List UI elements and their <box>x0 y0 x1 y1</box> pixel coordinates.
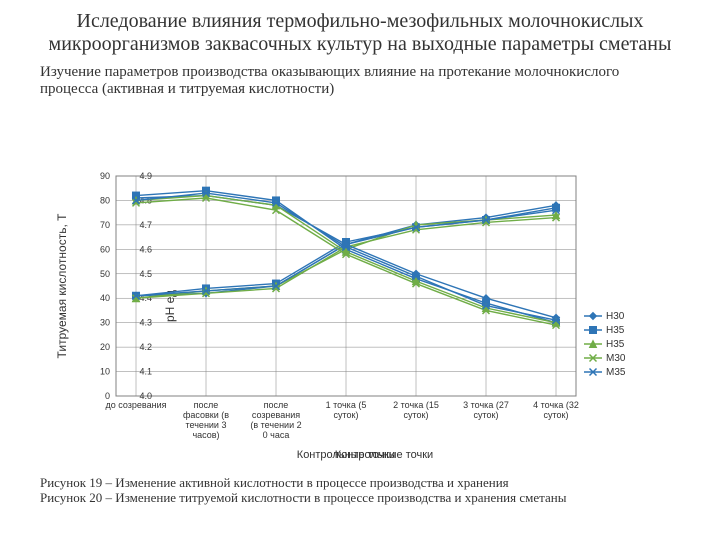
svg-text:20: 20 <box>100 342 110 352</box>
svg-text:до созревания: до созревания <box>106 400 167 410</box>
svg-text:часов): часов) <box>192 430 219 440</box>
svg-text:Н35: Н35 <box>606 339 625 350</box>
svg-text:суток): суток) <box>544 410 569 420</box>
svg-text:4.7: 4.7 <box>139 220 152 230</box>
slide: { "title_text": "Иследование влияния тер… <box>0 0 720 540</box>
svg-text:Контрольные точки: Контрольные точки <box>335 449 433 461</box>
chart-area: 01020304050607080904.04.14.24.34.44.54.6… <box>40 170 680 450</box>
svg-text:10: 10 <box>100 367 110 377</box>
svg-text:после: после <box>194 400 219 410</box>
svg-text:60: 60 <box>100 244 110 254</box>
svg-text:50: 50 <box>100 269 110 279</box>
svg-text:созревания: созревания <box>252 410 300 420</box>
svg-text:4 точка (32: 4 точка (32 <box>533 400 579 410</box>
svg-text:4.6: 4.6 <box>139 244 152 254</box>
svg-text:течении 3: течении 3 <box>186 420 227 430</box>
svg-text:90: 90 <box>100 171 110 181</box>
svg-text:фасовки (в: фасовки (в <box>183 410 229 420</box>
subtitle: Изучение параметров производства оказыва… <box>0 60 720 104</box>
svg-text:Н30: Н30 <box>606 311 625 322</box>
svg-text:30: 30 <box>100 318 110 328</box>
svg-text:80: 80 <box>100 195 110 205</box>
svg-text:0 часа: 0 часа <box>263 430 290 440</box>
svg-text:(в течении 2: (в течении 2 <box>250 420 301 430</box>
svg-text:70: 70 <box>100 220 110 230</box>
svg-text:4.5: 4.5 <box>139 269 152 279</box>
svg-text:суток): суток) <box>474 410 499 420</box>
svg-text:4.2: 4.2 <box>139 342 152 352</box>
svg-text:суток): суток) <box>334 410 359 420</box>
svg-text:Н35: Н35 <box>606 325 625 336</box>
line-chart: 01020304050607080904.04.14.24.34.44.54.6… <box>40 170 680 470</box>
svg-text:2 точка (15: 2 точка (15 <box>393 400 439 410</box>
svg-text:суток): суток) <box>404 410 429 420</box>
svg-text:М30: М30 <box>606 353 626 364</box>
svg-text:3 точка (27: 3 точка (27 <box>463 400 509 410</box>
caption-20: Рисунок 20 – Изменение титруемой кислотн… <box>40 490 720 506</box>
svg-text:Титруемая кислотность, Т: Титруемая кислотность, Т <box>55 213 69 359</box>
page-title: Иследование влияния термофильно-мезофиль… <box>0 0 720 60</box>
svg-text:40: 40 <box>100 293 110 303</box>
svg-text:после: после <box>264 400 289 410</box>
svg-text:4.3: 4.3 <box>139 318 152 328</box>
caption-19: Рисунок 19 – Изменение активной кислотно… <box>40 475 720 491</box>
svg-text:М35: М35 <box>606 367 626 378</box>
svg-text:4.1: 4.1 <box>139 367 152 377</box>
svg-text:1 точка (5: 1 точка (5 <box>326 400 367 410</box>
svg-text:4.9: 4.9 <box>139 171 152 181</box>
